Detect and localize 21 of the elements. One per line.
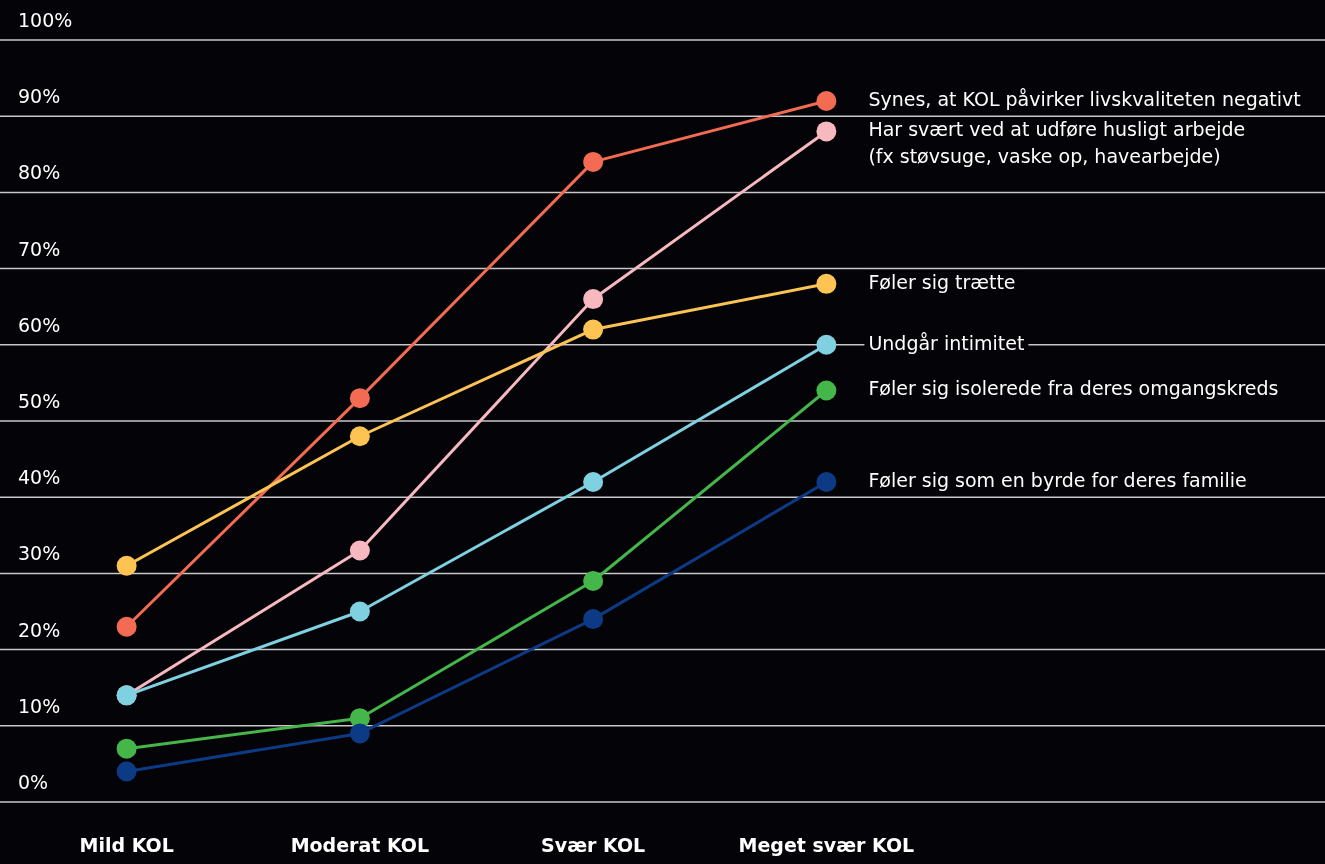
y-tick-label: 90% <box>18 85 61 108</box>
y-tick-label: 30% <box>18 542 61 565</box>
series-label: Føler sig trætte <box>868 270 1016 293</box>
series-label: Føler sig som en byrde for deres familie <box>868 468 1247 491</box>
series-label: Har svært ved at udføre husligt arbejde (fx støvsuge, vaske op, havearbejde) <box>868 118 1246 168</box>
y-tick-label: 60% <box>18 313 61 336</box>
y-tick-label: 20% <box>18 618 61 641</box>
x-tick-label: Meget svær KOL <box>738 834 915 857</box>
y-tick-label: 40% <box>18 466 61 489</box>
x-tick-label: Svær KOL <box>541 834 646 857</box>
series-label: Synes, at KOL påvirker livskvaliteten negativt <box>868 87 1301 110</box>
x-tick-label: Mild KOL <box>79 834 174 857</box>
y-tick-label: 0% <box>18 770 49 793</box>
y-tick-label: 50% <box>18 389 61 412</box>
y-tick-label: 100% <box>18 8 73 31</box>
y-tick-label: 80% <box>18 161 61 184</box>
series-label: Undgår intimitet <box>868 331 1025 354</box>
series-label: Føler sig isolerede fra deres omgangskreds <box>868 377 1279 400</box>
y-tick-label: 10% <box>18 694 61 717</box>
y-tick-label: 70% <box>18 237 61 260</box>
x-tick-label: Moderat KOL <box>290 834 430 857</box>
